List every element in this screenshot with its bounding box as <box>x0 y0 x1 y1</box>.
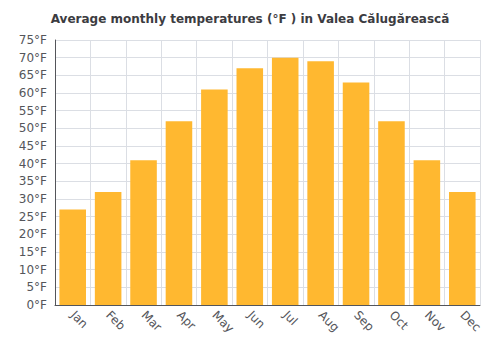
svg-text:25°F: 25°F <box>19 210 47 224</box>
svg-text:Feb: Feb <box>103 308 128 333</box>
svg-text:Jul: Jul <box>280 307 301 328</box>
svg-text:55°F: 55°F <box>19 104 47 118</box>
svg-text:Nov: Nov <box>422 308 448 334</box>
svg-text:40°F: 40°F <box>19 157 47 171</box>
svg-text:May: May <box>209 308 236 335</box>
svg-text:75°F: 75°F <box>19 33 47 47</box>
svg-text:Sep: Sep <box>351 308 377 334</box>
svg-text:Jun: Jun <box>244 307 268 331</box>
svg-text:20°F: 20°F <box>19 227 47 241</box>
svg-text:Aug: Aug <box>316 308 342 334</box>
svg-text:15°F: 15°F <box>19 245 47 259</box>
svg-text:0°F: 0°F <box>26 298 47 312</box>
svg-text:35°F: 35°F <box>19 174 47 188</box>
svg-text:30°F: 30°F <box>19 192 47 206</box>
svg-text:10°F: 10°F <box>19 263 47 277</box>
svg-text:70°F: 70°F <box>19 51 47 65</box>
svg-text:60°F: 60°F <box>19 86 47 100</box>
svg-text:Oct: Oct <box>387 308 412 333</box>
svg-text:45°F: 45°F <box>19 139 47 153</box>
svg-text:65°F: 65°F <box>19 68 47 82</box>
svg-text:50°F: 50°F <box>19 121 47 135</box>
svg-text:Mar: Mar <box>139 308 165 334</box>
svg-text:Jan: Jan <box>67 307 91 331</box>
svg-text:5°F: 5°F <box>26 280 47 294</box>
svg-text:Dec: Dec <box>457 308 483 334</box>
svg-text:Apr: Apr <box>174 308 199 333</box>
svg-text:Average monthly temperatures (: Average monthly temperatures (°F ) in Va… <box>51 12 450 26</box>
